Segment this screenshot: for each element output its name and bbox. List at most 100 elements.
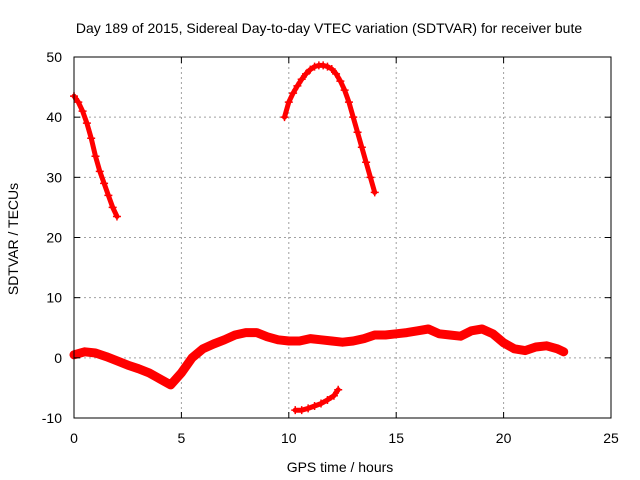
data-point [74,98,83,107]
data-point [488,329,497,338]
data-point [155,374,164,383]
y-tick-label: 30 [46,169,62,185]
data-point [301,69,310,78]
data-point [91,152,100,161]
data-point [80,347,89,356]
data-point [329,391,338,400]
data-point [332,69,341,78]
x-axis-label: GPS time / hours [287,459,394,475]
data-point [340,86,349,95]
x-tick-label: 0 [70,430,78,446]
y-tick-label: 40 [46,109,62,125]
data-point [336,77,345,86]
data-point [209,339,218,348]
data-point [344,98,353,107]
data-point [284,336,293,345]
x-tick-label: 25 [603,430,619,446]
data-point [553,344,562,353]
data-point [231,330,240,339]
data-point [78,107,87,116]
data-point [357,143,366,152]
data-point [188,353,197,362]
data-point [220,335,229,344]
data-point [306,65,315,74]
y-tick-label: 50 [46,49,62,65]
data-point [284,98,293,107]
data-point [95,167,104,176]
data-point [112,356,121,365]
data-point [310,62,319,71]
grid [74,57,611,418]
data-point [82,119,91,128]
data-point [297,406,306,415]
data-point [362,158,371,167]
data-point [134,364,143,373]
data-point [198,344,207,353]
data-point [370,188,379,197]
data-point [521,346,530,355]
data-point [349,113,358,122]
data-point [338,338,347,347]
data-point [102,352,111,361]
plot-area [69,61,569,415]
data-point [241,328,250,337]
x-tick-label: 20 [496,430,512,446]
data-point [510,344,519,353]
data-point [323,395,332,404]
data-point [531,343,540,352]
data-point [353,128,362,137]
data-point [317,335,326,344]
data-point [289,89,298,98]
data-point [478,324,487,333]
data-point [542,341,551,350]
data-point [91,349,100,358]
data-point [413,326,422,335]
data-point [327,336,336,345]
data-point [274,335,283,344]
data-point [445,330,454,339]
data-point [306,334,315,343]
series-line-pass-midday-arc [282,62,378,195]
data-point [123,361,132,370]
data-point [252,328,261,337]
y-tick-label: -10 [42,410,62,426]
data-point [87,134,96,143]
data-point [349,336,358,345]
data-point [280,113,289,122]
data-point [334,385,343,394]
data-point [467,326,476,335]
y-tick-label: 20 [46,230,62,246]
data-point [435,329,444,338]
data-point [145,368,154,377]
data-point [402,328,411,337]
data-point [327,65,336,74]
data-point [177,368,186,377]
x-tick-label: 5 [178,430,186,446]
data-point [108,203,117,212]
y-tick-label: 0 [54,350,62,366]
data-point [456,332,465,341]
data-point [359,334,368,343]
data-point [323,62,332,71]
data-point [319,61,328,70]
data-point [297,75,306,84]
data-point [100,179,109,188]
data-point [499,338,508,347]
data-point [293,81,302,90]
x-tick-label: 10 [281,430,297,446]
chart-title: Day 189 of 2015, Sidereal Day-to-day VTE… [76,20,583,36]
y-tick-label: 10 [46,290,62,306]
data-point [366,173,375,182]
axis-ticks: 0 5 10 15 20 25 -10 0 10 20 30 40 50 [42,49,619,446]
x-tick-label: 15 [388,430,404,446]
data-point [304,404,313,413]
data-point [112,212,121,221]
data-point [381,330,390,339]
data-point [310,401,319,410]
data-point [424,324,433,333]
data-point [295,336,304,345]
data-point [166,380,175,389]
data-point [104,191,113,200]
